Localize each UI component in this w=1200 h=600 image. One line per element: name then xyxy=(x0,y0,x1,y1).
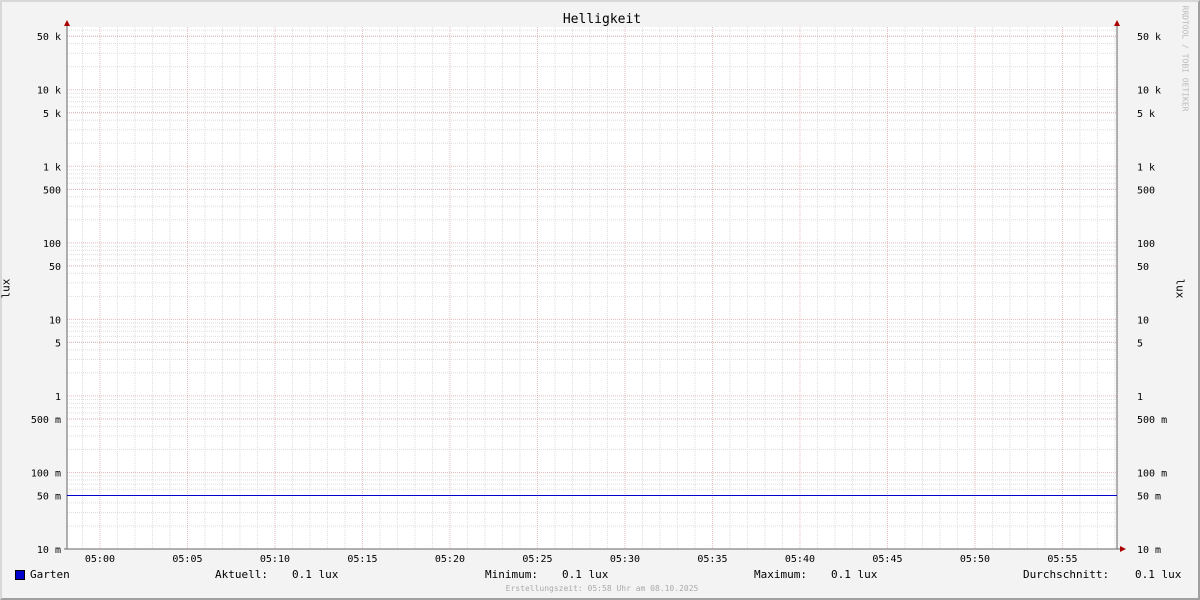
y-tick-label-right: 10 k xyxy=(1137,86,1161,97)
y-tick-label-right: 100 xyxy=(1137,239,1155,250)
y-tick-label-left: 5 xyxy=(55,338,61,349)
footer-timestamp: Erstellungszeit: 05:58 Uhr am 08.10.2025 xyxy=(505,584,699,593)
x-tick-label: 05:10 xyxy=(260,554,290,565)
axis-arrow-icon xyxy=(1120,546,1126,552)
x-tick-label: 05:45 xyxy=(872,554,902,565)
legend-avg-value: 0.1 lux xyxy=(1135,568,1182,581)
x-tick-label: 05:40 xyxy=(785,554,815,565)
y-tick-label-right: 1 k xyxy=(1137,162,1155,173)
legend-min-value: 0.1 lux xyxy=(562,568,609,581)
chart-title: Helligkeit xyxy=(562,12,642,27)
x-tick-label: 05:25 xyxy=(522,554,552,565)
y-tick-label-right: 50 k xyxy=(1137,32,1161,43)
y-tick-label-left: 1 k xyxy=(43,162,61,173)
legend-min-label: Minimum: xyxy=(485,568,538,581)
y-tick-label-left: 5 k xyxy=(43,109,61,120)
y-tick-label-right: 500 xyxy=(1137,185,1155,196)
y-tick-label-left: 50 k xyxy=(37,32,61,43)
x-tick-label: 05:15 xyxy=(347,554,377,565)
y-tick-label-left: 10 m xyxy=(37,545,61,556)
legend-max-value: 0.1 lux xyxy=(831,568,878,581)
x-tick-label: 05:50 xyxy=(960,554,990,565)
y-tick-label-right: 10 xyxy=(1137,315,1149,326)
y-tick-label-left: 100 xyxy=(43,239,61,250)
y-tick-label-left: 100 m xyxy=(31,468,61,479)
legend-current-value: 0.1 lux xyxy=(292,568,339,581)
x-tick-label: 05:30 xyxy=(610,554,640,565)
x-tick-label: 05:35 xyxy=(697,554,727,565)
x-tick-label: 05:05 xyxy=(172,554,202,565)
y-tick-label-left: 1 xyxy=(55,392,61,403)
x-tick-label: 05:55 xyxy=(1047,554,1077,565)
y-tick-label-right: 50 m xyxy=(1137,491,1161,502)
y-tick-label-right: 500 m xyxy=(1137,415,1167,426)
y-tick-label-left: 10 xyxy=(49,315,61,326)
x-tick-label: 05:00 xyxy=(85,554,115,565)
y-tick-label-right: 5 xyxy=(1137,338,1143,349)
legend-avg-label: Durchschnitt: xyxy=(1023,568,1110,581)
legend-series-name: Garten xyxy=(30,568,70,581)
y-tick-label-left: 50 xyxy=(49,262,61,273)
y-tick-label-left: 500 xyxy=(43,185,61,196)
axis-arrow-icon xyxy=(1114,20,1120,26)
y-tick-label-left: 10 k xyxy=(37,86,61,97)
legend-current-label: Aktuell: xyxy=(215,568,268,581)
plot-area xyxy=(67,27,1117,549)
x-tick-label: 05:20 xyxy=(435,554,465,565)
y-tick-label-left: 500 m xyxy=(31,415,61,426)
y-tick-label-right: 10 m xyxy=(1137,545,1161,556)
legend-swatch-garten xyxy=(15,570,25,580)
y-tick-label-left: 50 m xyxy=(37,491,61,502)
legend-max-label: Maximum: xyxy=(754,568,807,581)
y-axis-label-left: lux xyxy=(0,278,13,299)
y-tick-label-right: 5 k xyxy=(1137,109,1155,120)
axis-arrow-icon xyxy=(64,20,70,26)
y-tick-label-right: 100 m xyxy=(1137,468,1167,479)
y-axis-label-right: lux xyxy=(1173,278,1187,299)
y-tick-label-right: 1 xyxy=(1137,392,1143,403)
y-tick-label-right: 50 xyxy=(1137,262,1149,273)
watermark: RRDTOOL / TOBI OETIKER xyxy=(1180,5,1190,112)
